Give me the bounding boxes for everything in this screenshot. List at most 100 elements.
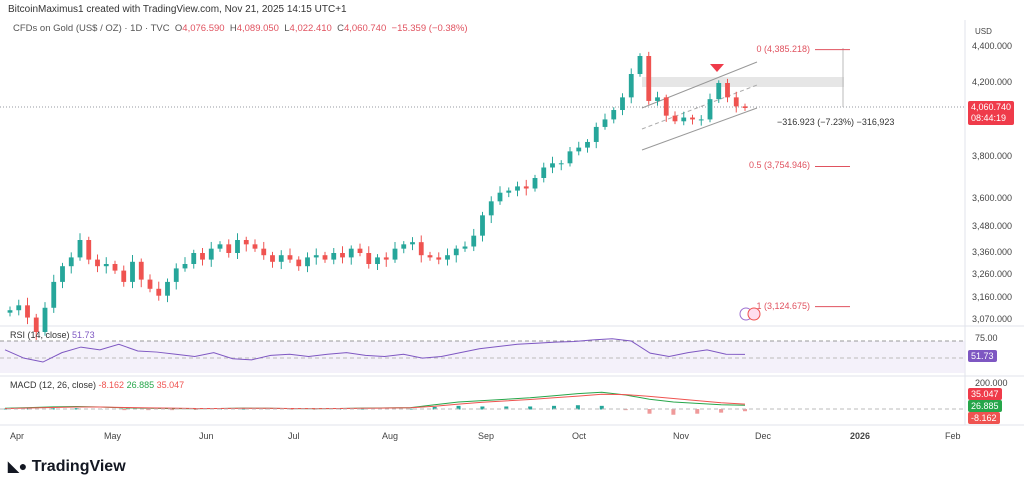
open-value: 4,076.590 xyxy=(182,23,225,34)
candle-body xyxy=(742,106,748,108)
measure-label: −316.923 (−7.23%) −316,923 xyxy=(777,117,895,127)
chart-credit: BitcoinMaximus1 created with TradingView… xyxy=(8,4,347,15)
candle-body xyxy=(410,242,415,245)
x-tick-label: Jun xyxy=(199,431,214,441)
low-value: 4,022.410 xyxy=(289,23,332,34)
macd-histogram-bar xyxy=(146,409,151,411)
x-tick-label: Jul xyxy=(288,431,300,441)
macd-histogram-bar xyxy=(408,408,413,410)
high-label: H xyxy=(229,23,237,34)
y-tick-label: 3,800.000 xyxy=(972,151,1013,161)
candle-body xyxy=(156,288,162,296)
candle-body xyxy=(366,253,372,264)
logo-text: TradingView xyxy=(31,458,126,475)
macd-histogram-bar xyxy=(647,409,652,414)
candle-body xyxy=(77,240,83,258)
candle-body xyxy=(340,253,345,258)
y-tick-label: 3,260.000 xyxy=(972,269,1013,279)
tradingview-logo: ◣● TradingView xyxy=(8,458,126,476)
candle-body xyxy=(60,266,65,282)
candle-body xyxy=(217,244,223,249)
histogram-tag: -8.162 xyxy=(968,412,1000,424)
macd-histogram-bar xyxy=(695,409,700,414)
candle-body xyxy=(655,97,660,101)
candle-body xyxy=(226,244,232,253)
macd-tick: 200.000 xyxy=(975,378,1008,388)
macd-signal-value: 35.047 xyxy=(156,380,185,390)
candle-body xyxy=(707,99,713,120)
symbol-legend: CFDs on Gold (US$ / OZ) · 1D · TVC O4,07… xyxy=(13,23,468,34)
macd-histogram-bar xyxy=(719,409,724,413)
fib-level-label: 0.5 (3,754.946) xyxy=(748,160,810,171)
macd-histogram-bar xyxy=(432,406,437,410)
candle-body xyxy=(593,126,599,142)
candle-body xyxy=(445,255,450,260)
x-tick-label: May xyxy=(104,431,122,441)
candle-body xyxy=(252,244,258,249)
y-tick-label: 3,160.000 xyxy=(972,292,1013,302)
candle-body xyxy=(436,257,442,260)
candle-body xyxy=(471,235,477,247)
candle-body xyxy=(261,248,267,256)
candle-body xyxy=(733,97,739,107)
candle-body xyxy=(550,163,555,168)
candle-body xyxy=(567,151,573,164)
candle-body xyxy=(585,141,590,148)
candle-body xyxy=(33,317,39,332)
macd-histogram-bar xyxy=(193,409,198,410)
macd-histogram-bar xyxy=(74,408,79,410)
candle-body xyxy=(383,257,389,260)
candle-body xyxy=(357,248,363,253)
candle-body xyxy=(523,186,529,189)
candle-body xyxy=(243,240,249,245)
currency-label[interactable]: USD xyxy=(975,27,992,36)
candle-body xyxy=(637,56,643,74)
y-tick-label: 4,200.000 xyxy=(972,77,1013,87)
candle-body xyxy=(138,261,144,280)
rsi-line xyxy=(4,338,746,363)
candle-body xyxy=(51,281,57,308)
resistance-zone xyxy=(642,77,844,87)
sell-signal-arrow-icon xyxy=(710,64,724,72)
x-tick-label: 2026 xyxy=(850,431,871,441)
signal-line xyxy=(4,393,746,410)
candle-body xyxy=(497,192,503,202)
candle-body xyxy=(681,117,687,122)
candle-body xyxy=(296,259,302,267)
candle-body xyxy=(173,268,179,282)
x-tick-label: Nov xyxy=(673,431,690,441)
candle-body xyxy=(541,167,547,178)
macd-histogram-bar xyxy=(361,408,366,410)
fib-level-label: 0 (4,385.218) xyxy=(756,43,810,54)
macd-hist-value: -8.162 xyxy=(98,380,125,390)
candle-body xyxy=(191,253,197,264)
candle-body xyxy=(68,257,74,267)
y-tick-label: 3,480.000 xyxy=(972,221,1013,231)
signal-tag: 35.047 xyxy=(968,388,1002,400)
candle-body xyxy=(558,163,564,165)
high-value: 4,089.050 xyxy=(236,23,279,34)
macd-tag: 26.885 xyxy=(968,400,1002,412)
x-tick-label: Oct xyxy=(572,431,587,441)
candle-body xyxy=(348,248,354,258)
x-tick-label: Dec xyxy=(755,431,772,441)
last-price-tag: 4,060.740 08:44:19 xyxy=(968,101,1015,125)
candle-body xyxy=(488,201,494,216)
bar-countdown: 08:44:19 xyxy=(971,113,1007,123)
x-tick-label: Aug xyxy=(382,431,399,441)
macd-histogram-bar xyxy=(599,405,604,410)
candle-body xyxy=(532,178,538,189)
candle-body xyxy=(462,246,468,249)
candle-body xyxy=(506,190,512,193)
macd-histogram-bar xyxy=(480,406,485,410)
candle-body xyxy=(270,255,275,262)
fib-level-label: 1 (3,124.675) xyxy=(756,300,810,311)
candle-body xyxy=(672,115,678,122)
candle-body xyxy=(121,270,127,282)
candle-body xyxy=(42,307,48,332)
symbol-name[interactable]: CFDs on Gold (US$ / OZ) · 1D · TVC xyxy=(13,23,170,34)
candle-body xyxy=(287,255,293,260)
macd-histogram-bar xyxy=(122,409,127,411)
macd-legend: MACD (12, 26, close) -8.162 26.885 35.04… xyxy=(10,380,184,390)
